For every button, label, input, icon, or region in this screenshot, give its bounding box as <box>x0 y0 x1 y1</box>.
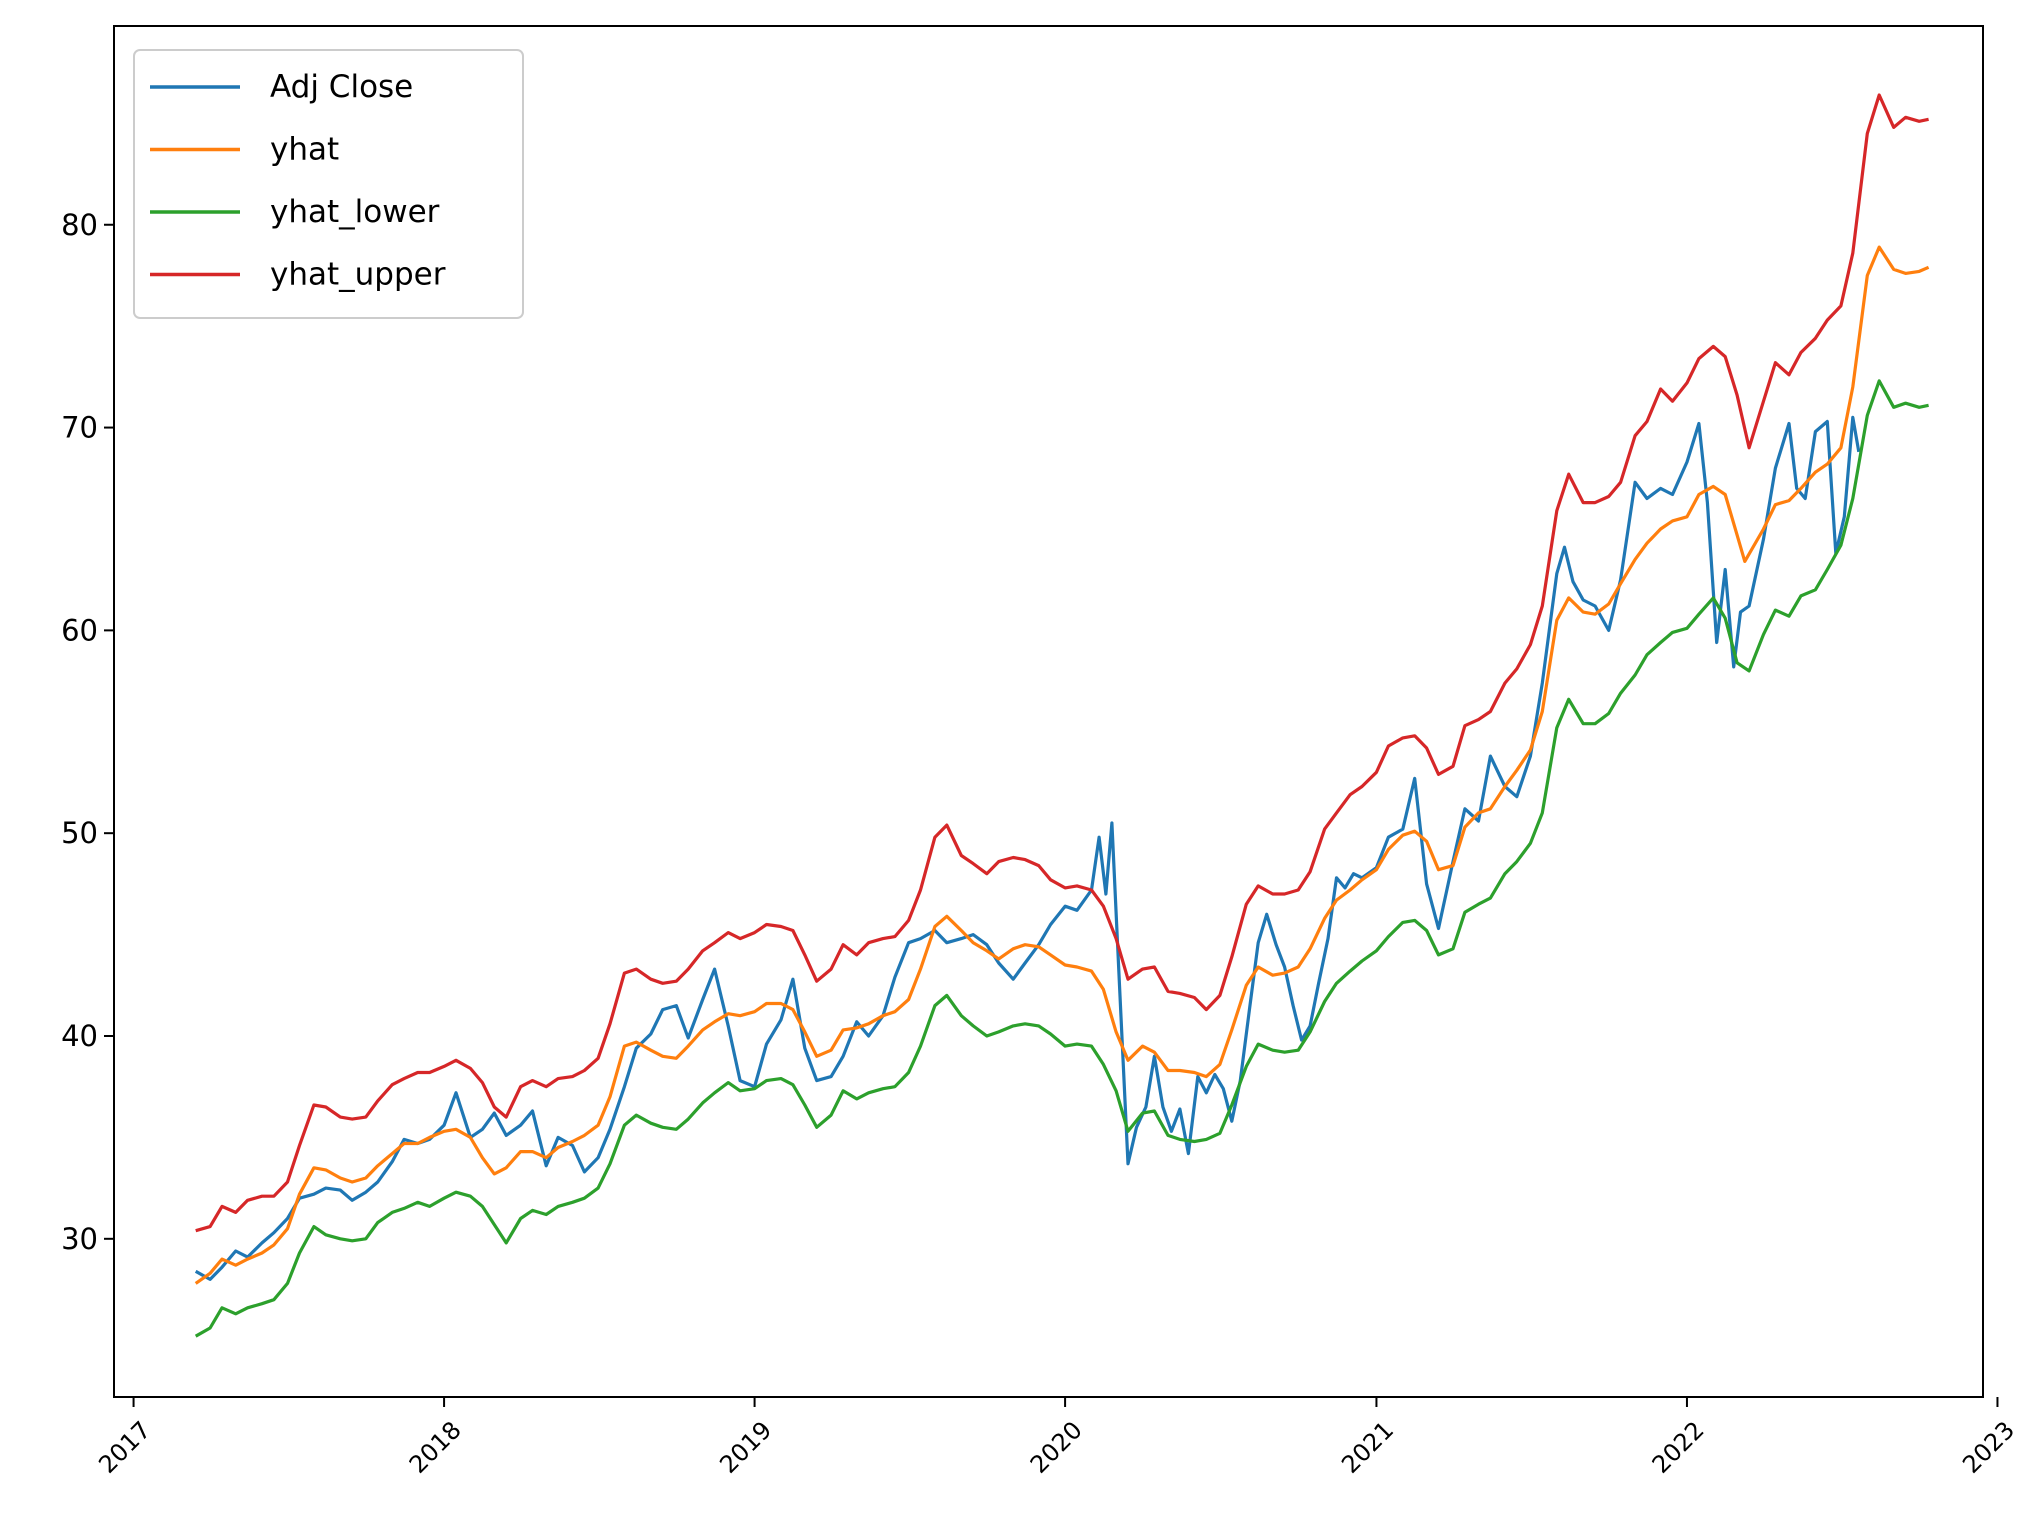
plot-frame <box>113 25 1984 1398</box>
legend-label: yhat_upper <box>270 257 446 293</box>
series-layer <box>194 93 1930 1338</box>
y-tick-label: 80 <box>61 208 98 242</box>
y-tick-label: 70 <box>61 411 98 445</box>
legend: Adj Close yhat yhat_lower yhat_upper <box>133 49 524 319</box>
y-tick-label: 50 <box>61 816 98 850</box>
series-line-2 <box>194 379 1929 1338</box>
legend-box <box>133 49 524 319</box>
y-tick-label: 30 <box>61 1222 98 1256</box>
y-axis: 30 40 50 60 70 80 <box>61 208 114 1256</box>
legend-label: yhat_lower <box>270 194 440 230</box>
legend-label: yhat <box>270 132 339 168</box>
series-line-3 <box>195 93 1929 1233</box>
y-tick-label: 40 <box>61 1019 98 1053</box>
series-line-0 <box>194 415 1861 1281</box>
legend-label: Adj Close <box>270 69 413 105</box>
y-tick-label: 60 <box>61 613 98 647</box>
series-line-1 <box>194 245 1930 1285</box>
